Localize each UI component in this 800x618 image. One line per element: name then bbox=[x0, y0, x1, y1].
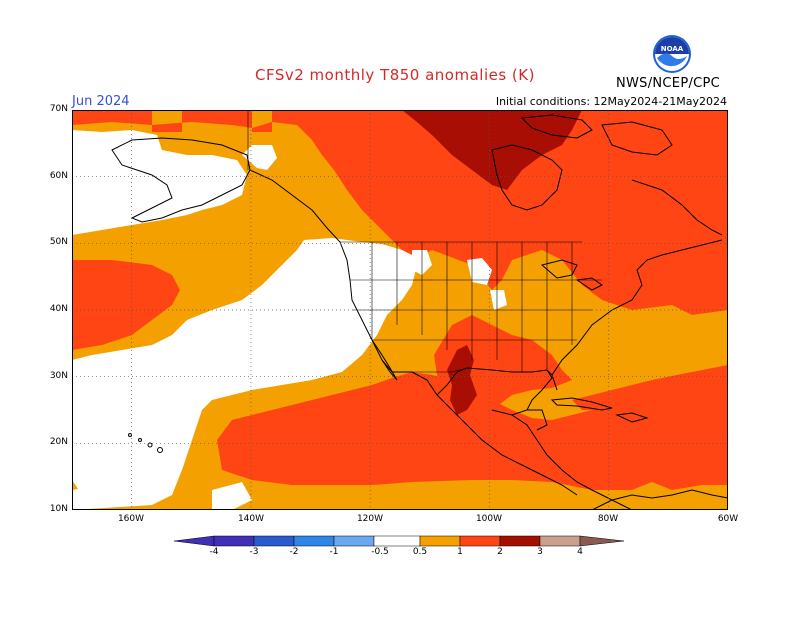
lon-label: 60W bbox=[717, 514, 739, 524]
lat-label: 10N bbox=[49, 504, 68, 514]
svg-text:NOAA: NOAA bbox=[661, 45, 684, 53]
anomaly-map bbox=[72, 110, 728, 510]
initial-conditions: Initial conditions: 12May2024-21May2024 bbox=[495, 95, 727, 108]
colorbar-bin bbox=[459, 535, 501, 547]
colorbar-bin bbox=[499, 535, 541, 547]
colorbar-bin bbox=[253, 535, 295, 547]
colorbar-label: 1 bbox=[457, 547, 463, 557]
map-frame bbox=[72, 110, 728, 510]
colorbar-label: -1 bbox=[329, 547, 339, 557]
lon-label: 80W bbox=[597, 514, 619, 524]
anomaly-field-below-half bbox=[72, 130, 507, 510]
lon-label: 160W bbox=[117, 514, 145, 524]
colorbar-bin bbox=[293, 535, 335, 547]
valid-month: Jun 2024 bbox=[72, 94, 130, 109]
colorbar-label: 3 bbox=[537, 547, 543, 557]
colorbar-label: 0.5 bbox=[412, 547, 428, 557]
lon-label: 120W bbox=[356, 514, 384, 524]
colorbar-bin bbox=[539, 535, 581, 547]
colorbar-label: 4 bbox=[577, 547, 583, 557]
colorbar-bin bbox=[333, 535, 375, 547]
agency-label: NWS/NCEP/CPC bbox=[616, 76, 721, 91]
lat-label: 20N bbox=[49, 437, 68, 447]
lat-label: 30N bbox=[49, 371, 68, 381]
colorbar-bin bbox=[373, 535, 421, 547]
colorbar-label: -2 bbox=[289, 547, 299, 557]
lon-label: 140W bbox=[237, 514, 265, 524]
colorbar-bin bbox=[419, 535, 461, 547]
colorbar-label: -3 bbox=[249, 547, 259, 557]
map-title: CFSv2 monthly T850 anomalies (K) bbox=[255, 66, 535, 84]
lat-label: 40N bbox=[49, 304, 68, 314]
lat-label: 70N bbox=[49, 104, 68, 114]
colorbar-arrow-high bbox=[579, 535, 625, 547]
lat-label: 60N bbox=[49, 171, 68, 181]
colorbar-label: -4 bbox=[209, 547, 219, 557]
colorbar-label: -0.5 bbox=[371, 547, 389, 557]
colorbar-arrow-low bbox=[174, 535, 215, 547]
lat-label: 50N bbox=[49, 237, 68, 247]
coastlines bbox=[111, 114, 728, 510]
colorbar-label: 2 bbox=[497, 547, 503, 557]
colorbar bbox=[174, 535, 625, 547]
noaa-logo: NOAA bbox=[653, 35, 691, 73]
lon-label: 100W bbox=[475, 514, 503, 524]
colorbar-bin bbox=[213, 535, 255, 547]
political-borders bbox=[247, 110, 602, 373]
graticule bbox=[72, 110, 728, 510]
